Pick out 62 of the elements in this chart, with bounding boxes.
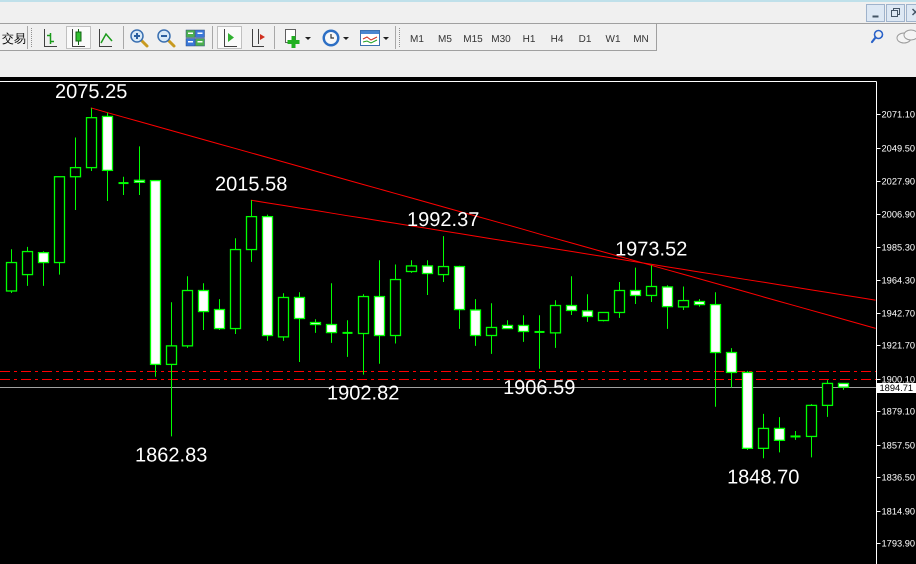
line-series [90,107,876,329]
candlestick [166,302,178,437]
candlestick [310,318,322,334]
y-tick-label: 2027.90 [882,176,916,186]
candlestick [566,276,578,316]
candlestick [534,314,546,370]
text: H1 [522,34,536,45]
candlestick [342,320,354,358]
y-tick-label: 2006.90 [882,210,916,220]
candlestick [646,264,658,302]
candlestick [406,260,418,274]
candlestick [326,282,338,344]
y-tick-label: 1836.50 [882,472,916,482]
text: M5 [438,34,452,45]
candlestick [118,176,130,196]
candlestick [214,298,226,330]
candlestick [518,314,530,342]
annotation: 1992.37 [407,209,480,232]
y-tick-label: 2049.50 [882,144,916,154]
y-tick-label: 1942.70 [882,308,916,318]
y-tick-label: 1900.10 [882,374,916,384]
candlestick [774,416,786,453]
candlestick [70,136,82,210]
y-tick-label: 1879.10 [882,406,916,416]
y-tick-label: 1985.30 [882,242,916,252]
candlestick [614,282,626,318]
candlestick [662,284,674,330]
y-tick-label: 2071.10 [882,110,916,120]
candlestick [294,292,306,362]
candlestick [630,267,642,304]
annotation: 2015.58 [215,173,288,196]
candlestick [582,294,594,322]
annotation: 1973.52 [615,238,688,260]
annotation: 1848.70 [727,466,800,488]
y-tick-label: 1964.30 [882,276,916,286]
ref-line-label: 1894.71 [880,383,914,393]
y-tick-label: 1921.70 [882,340,916,350]
candlestick [38,250,50,286]
text: D1 [578,34,592,45]
candlestick [438,236,450,283]
candlestick [486,302,498,354]
annotation: 2075.25 [55,81,128,104]
text: M30 [491,34,512,45]
annotation: 1902.82 [327,382,400,405]
y-tick-label: 1857.50 [882,440,916,450]
candlestick [134,146,146,196]
candlestick [822,380,834,418]
text: W1 [606,34,621,45]
y-tick-label: 1793.90 [882,538,916,548]
candlestick [758,413,770,459]
text: MN [633,34,649,45]
candlestick [422,260,434,296]
y-tick-label: 1814.90 [882,506,916,516]
text: M15 [463,34,484,45]
candlestick [22,246,34,286]
text: H4 [550,34,564,45]
text: M1 [410,34,424,45]
candlestick [726,348,738,388]
text: 交易 [2,32,26,46]
candlestick [198,282,210,330]
annotation: 1862.83 [135,444,208,466]
candlestick [678,286,690,310]
